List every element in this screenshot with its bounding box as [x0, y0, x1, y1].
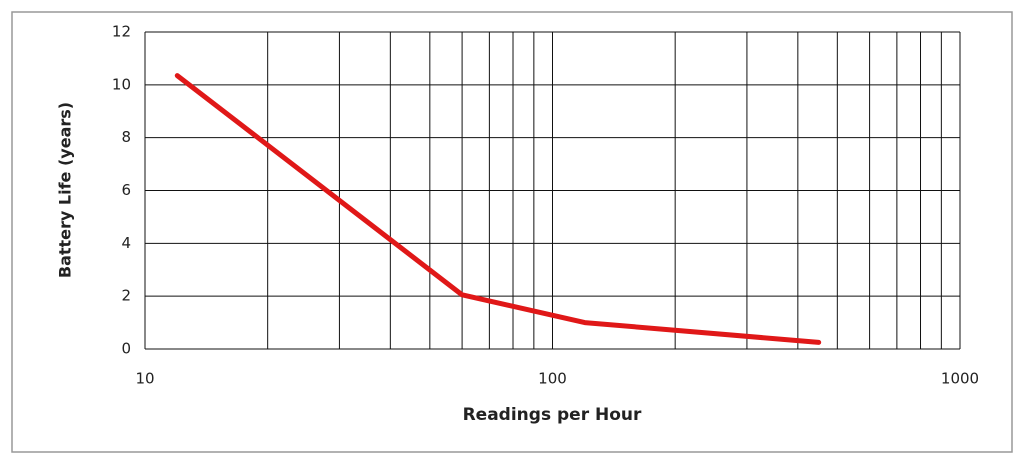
- y-tick-label: 10: [112, 75, 131, 93]
- y-tick-label: 4: [121, 234, 131, 252]
- y-axis-label: Battery Life (years): [56, 102, 75, 278]
- y-tick-label: 12: [112, 23, 131, 41]
- x-tick-label: 100: [538, 370, 567, 388]
- y-tick-label: 6: [121, 181, 131, 199]
- y-tick-label: 8: [121, 128, 131, 146]
- y-tick-label: 2: [121, 287, 131, 305]
- x-tick-label: 1000: [941, 370, 979, 388]
- y-tick-label: 0: [121, 340, 131, 358]
- data-line: [174, 73, 822, 345]
- x-tick-label: 10: [135, 370, 154, 388]
- x-axis-label: Readings per Hour: [463, 405, 642, 425]
- chart-frame: [11, 11, 1013, 453]
